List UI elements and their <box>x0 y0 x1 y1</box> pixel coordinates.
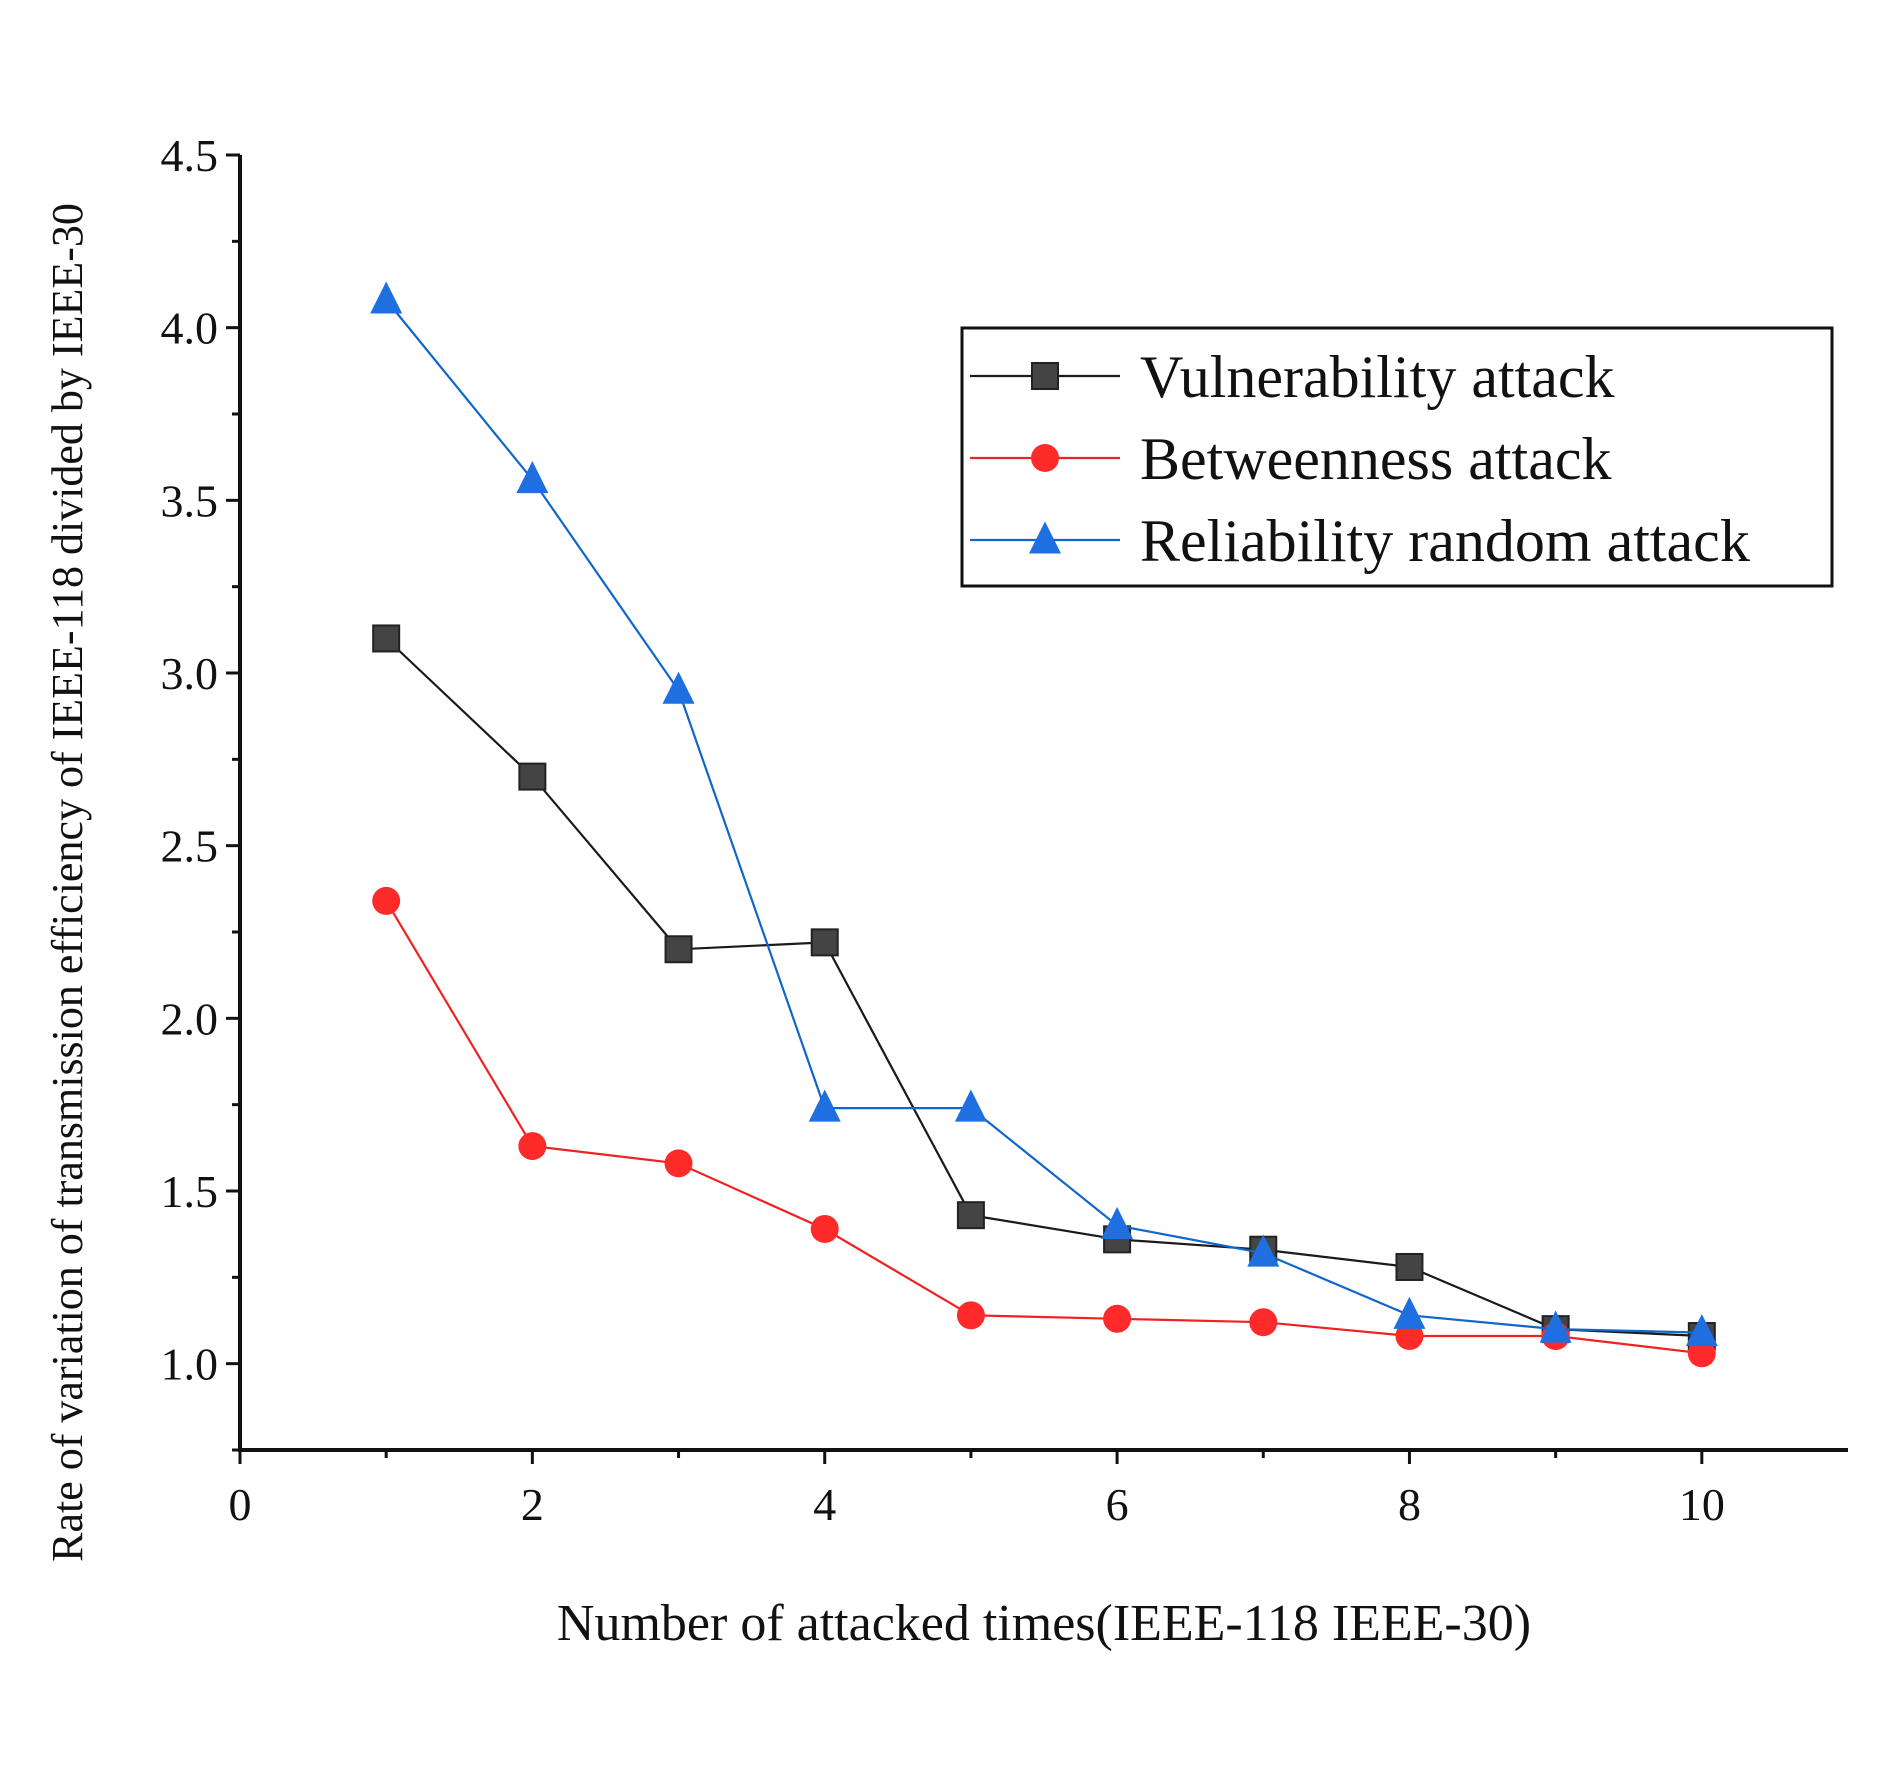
data-point <box>1395 1322 1424 1351</box>
y-tick-label: 3.0 <box>161 648 219 699</box>
data-point <box>1539 1310 1572 1343</box>
y-tick-label: 2.0 <box>161 993 219 1044</box>
ticks-layer: 1.0 1.5 2.0 2.5 3.0 3.5 4.0 4.5 0 2 4 6 8 10 <box>161 130 1725 1530</box>
data-point <box>518 762 547 791</box>
legend-item: Betweenness attack <box>970 426 1611 492</box>
series-line <box>385 299 1702 1334</box>
data-point <box>372 624 401 653</box>
data-point <box>1101 1206 1134 1240</box>
legend-label: Vulnerability attack <box>1140 344 1615 410</box>
data-point <box>664 1149 693 1178</box>
data-point <box>1393 1296 1426 1329</box>
legend-label: Betweenness attack <box>1140 426 1611 492</box>
data-point <box>1685 1313 1718 1347</box>
data-point <box>518 1132 547 1161</box>
y-tick-label: 4.5 <box>161 130 219 181</box>
data-point <box>1687 1339 1716 1368</box>
data-point <box>664 935 693 964</box>
data-point <box>1247 1234 1280 1267</box>
series-square-group <box>372 624 1716 1351</box>
y-tick-label: 1.5 <box>161 1166 219 1217</box>
data-point <box>1103 1304 1132 1333</box>
data-point <box>956 1201 985 1230</box>
series-line <box>385 900 1702 1355</box>
legend-marker <box>1031 444 1059 472</box>
x-tick-label: 4 <box>813 1479 836 1530</box>
data-point <box>370 281 403 314</box>
x-tick-label: 2 <box>521 1479 544 1530</box>
data-point <box>372 886 401 915</box>
legend-marker <box>1029 521 1061 554</box>
y-tick-label: 2.5 <box>161 821 219 872</box>
series-line <box>385 637 1702 1338</box>
series-triangle-group <box>370 281 1718 1347</box>
data-point <box>662 671 695 704</box>
data-point <box>956 1301 985 1330</box>
legend-item: Reliability random attack <box>970 508 1750 574</box>
data-point <box>808 1089 841 1122</box>
x-tick-label: 6 <box>1106 1479 1129 1530</box>
data-point <box>954 1089 987 1122</box>
y-tick-label: 3.5 <box>161 475 219 526</box>
legend: Vulnerability attack Betweenness attack Re… <box>960 326 1834 588</box>
x-tick-label: 10 <box>1679 1479 1725 1530</box>
data-point <box>516 461 549 494</box>
x-tick-label: 8 <box>1398 1479 1421 1530</box>
legend-marker <box>1031 362 1059 390</box>
y-tick-label: 1.0 <box>161 1339 219 1390</box>
legend-item: Vulnerability attack <box>970 344 1615 410</box>
x-axis-title: Number of attacked times(IEEE-118 IEEE-3… <box>557 1595 1531 1652</box>
series-layer <box>370 281 1718 1368</box>
data-point <box>810 928 839 957</box>
data-point <box>810 1214 839 1243</box>
y-axis-title: Rate of variation of transmission effici… <box>43 203 92 1562</box>
legend-items: Vulnerability attack Betweenness attack Re… <box>970 344 1750 574</box>
y-tick-label: 4.0 <box>161 303 219 354</box>
data-point <box>1249 1308 1278 1337</box>
data-point <box>1395 1252 1424 1281</box>
legend-label: Reliability random attack <box>1140 508 1750 574</box>
x-tick-label: 0 <box>229 1479 252 1530</box>
